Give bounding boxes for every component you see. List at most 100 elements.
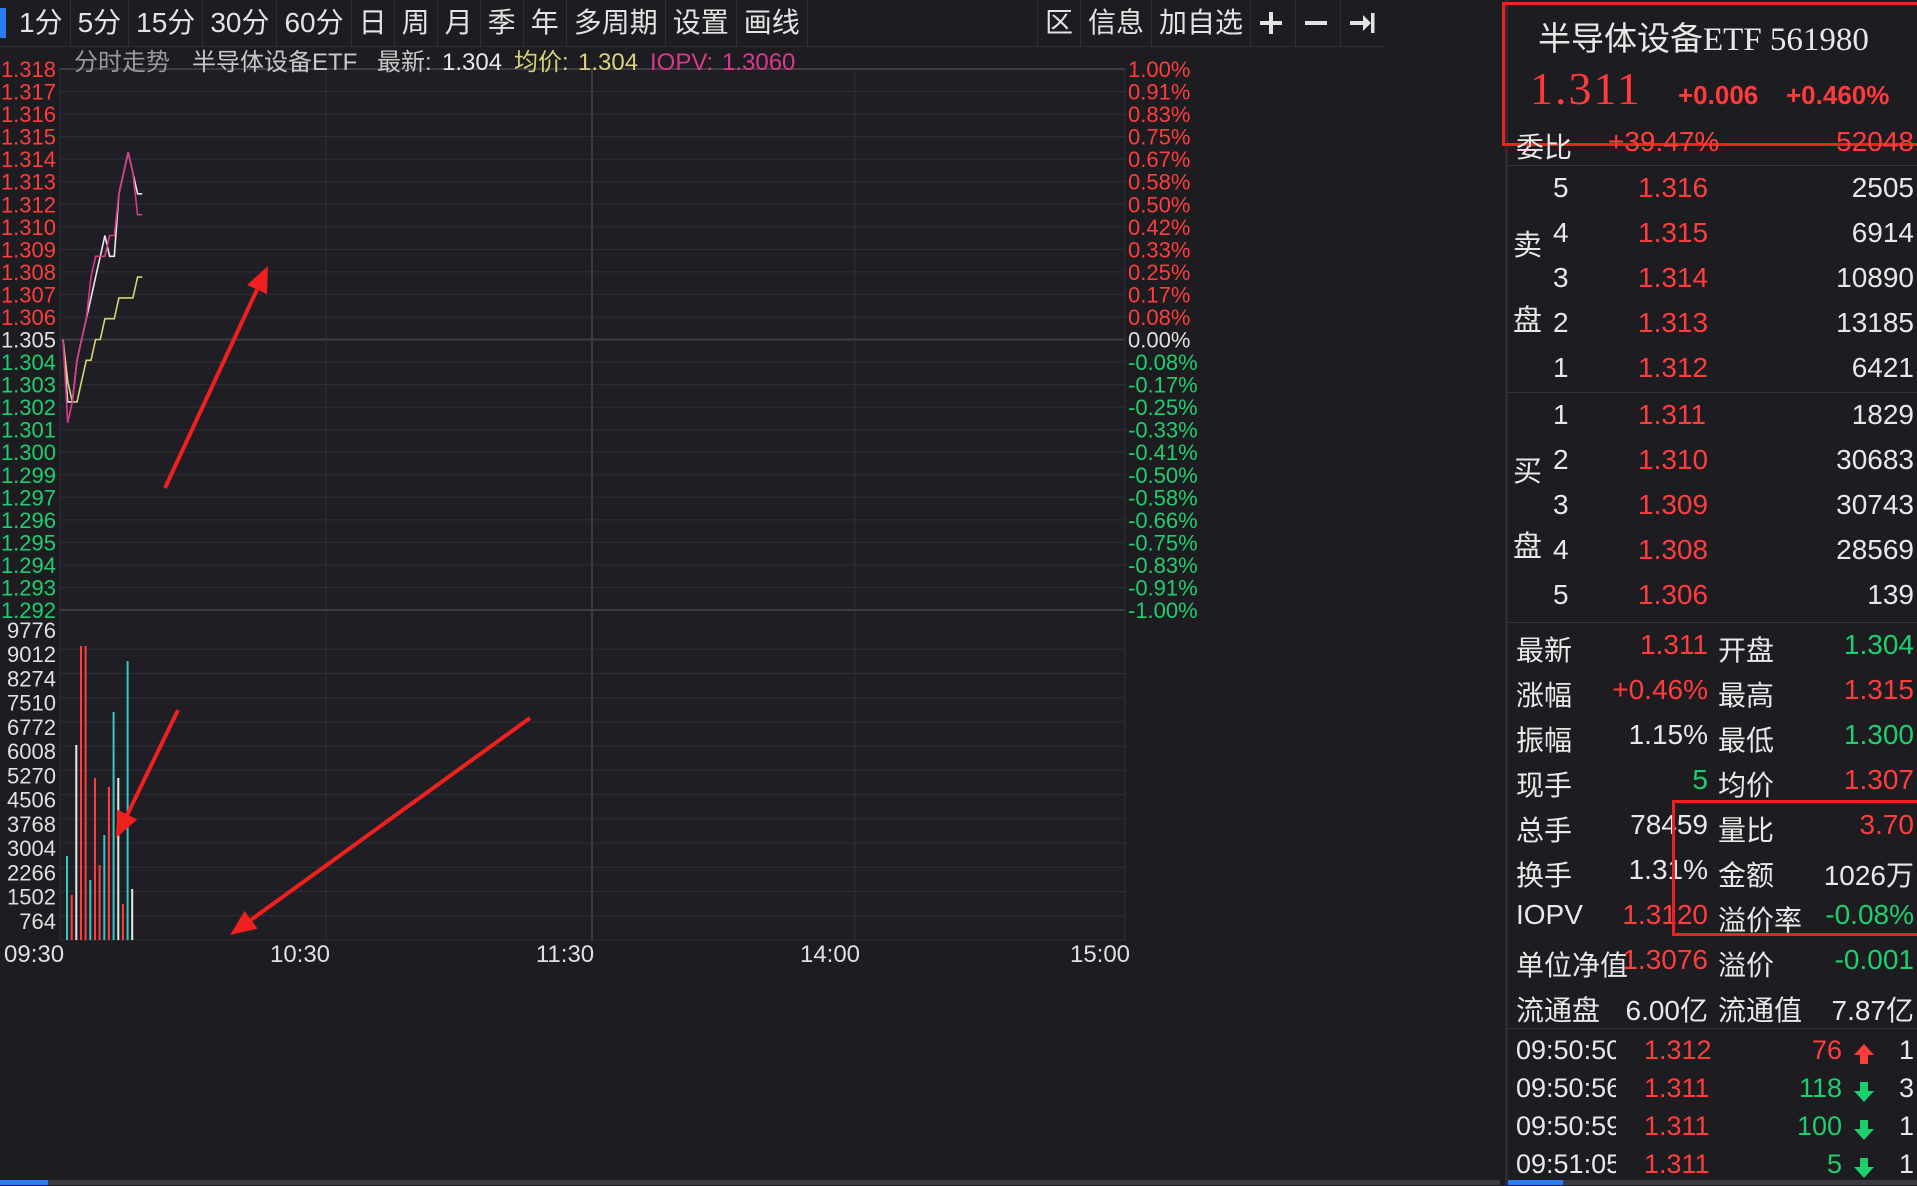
bid-volume: 28569	[1836, 534, 1914, 565]
price-tick-label: 1.317	[1, 80, 56, 105]
period-tab-0[interactable]: 1分	[12, 0, 71, 46]
tick-row[interactable]: 09:51:05 1.311 5 1	[1508, 1145, 1917, 1183]
stat-value: 1.3120	[1622, 899, 1708, 930]
time-axis: 09:30 10:30 11:30 14:00 15:00	[4, 941, 1130, 968]
period-tab-2[interactable]: 15分	[129, 0, 204, 46]
period-tab-9[interactable]: 年	[524, 0, 567, 46]
tick-volume: 76	[1811, 1035, 1842, 1065]
stat-value: -0.001	[1834, 944, 1914, 975]
stat-label: 流通盘	[1516, 995, 1601, 1026]
price-tick-label: 1.318	[1, 57, 56, 82]
period-tab-4[interactable]: 60分	[277, 0, 352, 46]
bid-price: 1.309	[1638, 489, 1709, 520]
volume-tick-label: 6772	[7, 715, 56, 740]
ask-price: 1.313	[1638, 307, 1709, 338]
intraday-chart[interactable]: 分时走势 半导体设备ETF 最新: 1.304 均价: 1.304 IOPV: …	[0, 46, 1500, 1185]
volume-tick-label: 4506	[7, 788, 56, 813]
tick-row[interactable]: 09:50:59 1.311 100 1	[1508, 1107, 1917, 1145]
chart-security-name: 半导体设备ETF	[192, 49, 357, 76]
buy-side-label: 买盘	[1513, 456, 1543, 563]
percent-tick-label: 0.08%	[1128, 305, 1190, 330]
panel-scrollbar-thumb	[1508, 1180, 1563, 1185]
stat-label: 换手	[1516, 860, 1573, 891]
volume-tick-label: 3768	[7, 812, 56, 837]
stat-label: 最低	[1718, 725, 1775, 756]
stat-row: IOPV 1.3120 溢价率 -0.08%	[1508, 893, 1917, 938]
bid-price: 1.311	[1638, 399, 1706, 430]
add-watchlist-button[interactable]: 加自选	[1152, 0, 1251, 46]
period-tab-12[interactable]: 画线	[737, 0, 808, 46]
price-tick-label: 1.299	[1, 463, 56, 488]
chart-mode-label: 分时走势	[74, 49, 170, 76]
stat-value: 1.307	[1843, 764, 1914, 795]
stat-label: 量比	[1718, 815, 1775, 846]
period-tab-8[interactable]: 季	[481, 0, 524, 46]
period-tab-6[interactable]: 周	[395, 0, 438, 46]
price-tick-label: 1.316	[1, 102, 56, 127]
percent-tick-label: -0.08%	[1128, 350, 1198, 375]
arrow-down-icon	[1853, 1117, 1875, 1148]
ask-volume: 6421	[1851, 352, 1914, 383]
volume-tick-label: 6008	[7, 739, 56, 764]
stat-value: 7.87亿	[1831, 995, 1915, 1026]
price-change-pct: +0.460%	[1786, 80, 1890, 110]
stat-value: 1.300	[1843, 719, 1914, 750]
percent-tick-label: -0.58%	[1128, 485, 1198, 510]
price-change: +0.006	[1678, 80, 1759, 110]
percent-tick-label: -0.83%	[1128, 553, 1198, 578]
volume-bar	[66, 856, 68, 940]
arrow-up-icon	[1853, 1041, 1875, 1072]
zoom-in-button[interactable]	[1251, 0, 1296, 46]
percent-tick-label: 0.33%	[1128, 237, 1190, 262]
bid-volume: 1829	[1851, 399, 1914, 430]
chart-scrollbar[interactable]	[0, 1180, 1500, 1185]
tick-row[interactable]: 09:50:56 1.311 118 3	[1508, 1069, 1917, 1107]
weibi-diff: 52048	[1836, 126, 1914, 157]
stat-label: 溢价率	[1718, 905, 1803, 936]
toolbar-right-group: 区 信息 加自选	[1036, 0, 1385, 46]
period-tab-5[interactable]: 日	[352, 0, 395, 46]
tick-row[interactable]: 09:50:50 1.312 76 1	[1508, 1031, 1917, 1069]
percent-tick-label: 0.67%	[1128, 147, 1190, 172]
percent-tick-label: -0.75%	[1128, 530, 1198, 555]
period-tab-3[interactable]: 30分	[203, 0, 278, 46]
volume-bar	[112, 712, 115, 940]
stat-value: 1.15%	[1628, 719, 1708, 750]
percent-tick-label: -1.00%	[1128, 598, 1198, 623]
tick-count: 1	[1898, 1035, 1914, 1065]
expand-right-button[interactable]	[1341, 0, 1385, 46]
period-tab-11[interactable]: 设置	[666, 0, 737, 46]
ask-row: 4 1.315 6914	[1508, 211, 1917, 256]
period-tab-1[interactable]: 5分	[71, 0, 130, 46]
percent-tick-label: 0.83%	[1128, 102, 1190, 127]
price-tick-label: 1.306	[1, 305, 56, 330]
period-tab-10[interactable]: 多周期	[567, 0, 666, 46]
volume-bar	[121, 904, 124, 940]
zoom-out-button[interactable]	[1296, 0, 1341, 46]
price-lines	[62, 152, 143, 423]
stat-label: 金额	[1718, 860, 1775, 891]
security-title: 半导体设备ETF 561980	[1538, 22, 1869, 58]
percent-tick-label: 0.42%	[1128, 215, 1190, 240]
annotation-arrow-2	[116, 709, 180, 838]
panel-scrollbar[interactable]	[1508, 1180, 1917, 1185]
period-tab-7[interactable]: 月	[438, 0, 481, 46]
price-tick-label: 1.304	[1, 350, 56, 375]
ask-level: 5	[1553, 172, 1569, 203]
info-button[interactable]: 信息	[1081, 0, 1152, 46]
range-button[interactable]: 区	[1036, 0, 1081, 46]
chart-scrollbar-thumb[interactable]	[0, 1180, 48, 1185]
percent-tick-label: -0.17%	[1128, 373, 1198, 398]
price-tick-label: 1.312	[1, 192, 56, 217]
price-tick-label: 1.310	[1, 215, 56, 240]
sell-side-label: 卖盘	[1513, 230, 1543, 337]
bid-level: 3	[1553, 489, 1569, 520]
volume-axis: 9776901282747510677260085270450637683004…	[7, 618, 56, 934]
price-tick-label: 1.295	[1, 530, 56, 555]
ask-row: 2 1.313 13185	[1508, 301, 1917, 346]
price-tick-label: 1.308	[1, 260, 56, 285]
stat-value: 1.3076	[1622, 944, 1708, 975]
tick-time: 09:51:05	[1516, 1149, 1616, 1179]
volume-bar	[131, 889, 134, 940]
ask-row: 5 1.316 2505	[1508, 166, 1917, 211]
